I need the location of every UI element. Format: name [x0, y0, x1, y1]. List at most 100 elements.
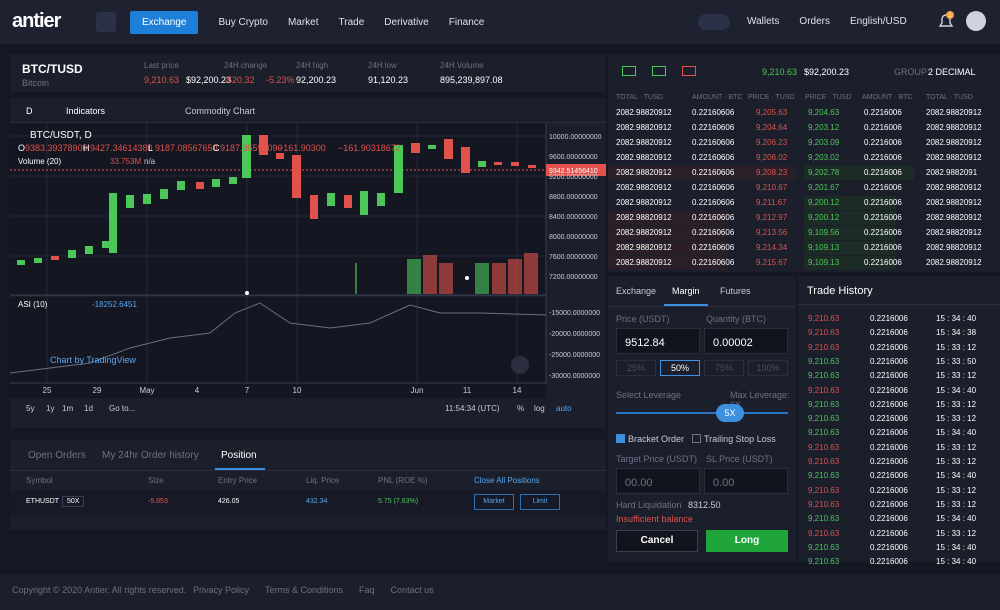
history-cell: 15 : 33 : 12	[936, 457, 977, 466]
ask-cell: 0.22160606	[692, 228, 735, 237]
column-header[interactable]: Close All Positions	[474, 476, 540, 485]
nav-item[interactable]: Wallets	[747, 16, 780, 27]
checkbox-label[interactable]: Trailing Stop Loss	[704, 434, 776, 444]
asi-label: ASI (10)	[18, 300, 48, 309]
apps-icon[interactable]	[96, 12, 116, 32]
logo[interactable]: antier	[12, 10, 61, 32]
ask-cell: 2082.98820912	[616, 198, 672, 207]
stat-label: 24H high	[296, 61, 329, 70]
pair[interactable]: BTC/TUSD	[22, 62, 83, 76]
ask-cell: 9,204.64	[756, 123, 788, 132]
nav-item[interactable]: Orders	[799, 16, 830, 27]
history-cell: 15 : 34 : 40	[936, 542, 977, 552]
percent[interactable]: 25%	[616, 360, 656, 376]
ask-cell: 0.22160606	[692, 123, 735, 132]
checkbox-label[interactable]: Bracket Order	[628, 434, 685, 444]
cell: -5.853	[148, 498, 168, 505]
bid-cell: 9,203.09	[808, 138, 840, 147]
ask-cell: 0.22160606	[692, 258, 735, 267]
tab[interactable]: Futures	[720, 286, 751, 296]
bid-cell: 9,109.13	[808, 243, 840, 252]
cell: 432.34	[306, 498, 328, 505]
bid-cell: 9,109.13	[808, 258, 840, 267]
history-cell: 15 : 33 : 12	[936, 528, 977, 538]
bid-cell: 2082.98820912	[926, 108, 982, 117]
bell[interactable]: 1	[936, 10, 956, 32]
nav-item[interactable]: Derivative	[384, 16, 429, 28]
time: 11:54:34 (UTC)	[445, 404, 500, 413]
label: Select Leverage	[616, 390, 682, 400]
plot-bg	[10, 123, 546, 398]
depth	[804, 226, 896, 240]
nav-item[interactable]: English/USD	[849, 16, 907, 27]
bid-cell: 2082.98820912	[926, 123, 982, 132]
history-cell: 15 : 34 : 40	[936, 385, 977, 395]
ask-cell: 0.22160606	[692, 108, 735, 117]
indicators[interactable]: Indicators	[66, 106, 106, 116]
commodity-chart[interactable]: Commodity Chart	[185, 106, 256, 116]
title: Trade History	[807, 285, 873, 297]
x-tick-label: 11	[463, 386, 472, 395]
nav-item[interactable]: Market	[287, 16, 319, 28]
percent[interactable]: 50%	[660, 360, 700, 376]
footer-link[interactable]: Terms & Conditions	[265, 585, 344, 595]
scroll-button[interactable]	[511, 356, 529, 374]
history-cell: 15 : 33 : 12	[936, 342, 977, 352]
label: Target Price (USDT)	[616, 454, 698, 464]
target-input[interactable]: 00.00	[616, 468, 700, 494]
footer-link[interactable]: Contact us	[390, 585, 434, 595]
leverage-handle[interactable]: 5X	[716, 404, 744, 422]
cancel-button[interactable]: Cancel	[616, 530, 698, 552]
interval[interactable]: D	[26, 106, 33, 116]
range: 1d	[84, 404, 93, 413]
history-cell: 9,210.63	[808, 428, 840, 438]
column-header: Symbol	[26, 476, 53, 485]
history-cell: 0.2216006	[870, 528, 908, 538]
history-cell: 9,210.63	[808, 399, 840, 409]
tab[interactable]: Position	[221, 450, 257, 461]
sl-input[interactable]: 0.00	[704, 468, 788, 494]
history-cell: 9,210.63	[808, 356, 840, 366]
tab[interactable]: Margin	[672, 286, 700, 296]
bid-cell: 0.2216006	[864, 108, 902, 117]
stat-value: 9,210.63	[144, 75, 180, 85]
history-cell: 15 : 34 : 40	[936, 557, 977, 567]
nav-item[interactable]: Finance	[448, 16, 485, 28]
nav-item[interactable]: Trade	[338, 16, 365, 28]
button[interactable]: Market	[474, 494, 514, 510]
depth	[804, 196, 896, 210]
nav-item[interactable]: Exchange	[130, 10, 199, 34]
qty-input[interactable]: 0.00002	[704, 328, 788, 354]
price-input[interactable]: 9512.84	[616, 328, 700, 354]
tab[interactable]: Open Orders	[28, 450, 86, 461]
footer-link[interactable]: Privacy Policy	[193, 585, 250, 595]
depth	[804, 211, 896, 225]
avatar[interactable]	[966, 11, 986, 31]
bid-cell: 0.2216006	[864, 213, 902, 222]
long-button[interactable]: Long	[706, 530, 788, 552]
tab[interactable]: Exchange	[616, 286, 657, 296]
history-cell: 15 : 34 : 40	[936, 471, 977, 481]
nav-item[interactable]: Buy Crypto	[218, 16, 268, 28]
stat-value: 895,239,897.08	[440, 75, 503, 85]
ask-cell: 0.22160606	[692, 213, 735, 222]
history-cell: 9,210.63	[808, 499, 840, 509]
bid-cell: 0.2216006	[864, 153, 902, 162]
history-cell: 0.2216006	[870, 428, 908, 438]
history-cell: 15 : 33 : 12	[936, 371, 977, 381]
group[interactable]: 2 DECIMAL	[928, 67, 976, 77]
percent[interactable]: 75%	[704, 360, 744, 376]
label: Hard Liquidation	[616, 500, 682, 510]
history-cell: 9,210.63	[808, 414, 840, 424]
button[interactable]: Limit	[520, 494, 560, 510]
history-cell: 9,210.63	[808, 485, 840, 495]
cell: 5.75 (7.63%)	[378, 498, 419, 505]
history-cell: 0.2216006	[870, 542, 908, 552]
tab[interactable]: My 24hr Order history	[102, 450, 199, 461]
footer-link[interactable]: Faq	[359, 585, 375, 595]
theme-toggle[interactable]	[698, 14, 730, 30]
percent[interactable]: 100%	[748, 360, 788, 376]
footer-links: Privacy Policy Terms & Conditions Faq Conta…	[193, 585, 434, 595]
bid-cell: 2082.98820912	[926, 213, 982, 222]
